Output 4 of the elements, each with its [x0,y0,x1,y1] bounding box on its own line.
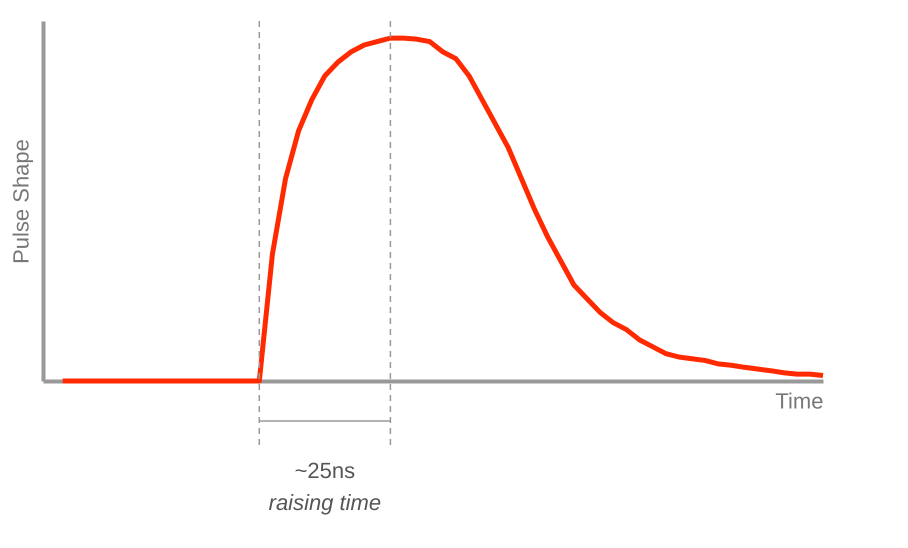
text: raising time [268,490,382,515]
x-axis-title: Time [775,388,824,414]
text: ~25ns [294,458,356,483]
y-axis-title: Pulse Shape [8,139,34,264]
